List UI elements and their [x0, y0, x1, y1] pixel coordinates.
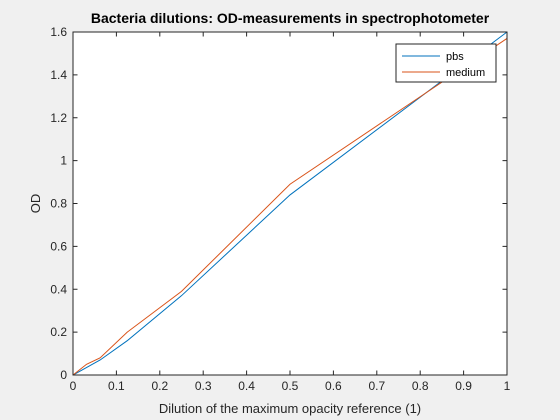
y-axis-label: OD: [28, 194, 43, 214]
y-tick-label: 1: [60, 154, 67, 168]
plot-area: [73, 32, 507, 375]
y-tick-label: 0.6: [50, 239, 67, 253]
x-tick-label: 0.1: [108, 379, 125, 393]
x-tick-label: 0.7: [368, 379, 385, 393]
x-tick-label: 0.4: [238, 379, 255, 393]
chart-title: Bacteria dilutions: OD-measurements in s…: [91, 10, 490, 26]
ticks-layer: 0 0.1 0.2 0.3 0.4 0.5 0.6 0.7 0.8 0.9 1 0 0.2 0.4 0.6 0…: [50, 25, 510, 393]
y-tick-label: 0.2: [50, 325, 67, 339]
x-tick-label: 0.2: [151, 379, 168, 393]
x-tick-label: 0.8: [412, 379, 429, 393]
x-tick-label: 0.3: [195, 379, 212, 393]
x-tick-label: 0.5: [282, 379, 299, 393]
y-tick-label: 1.4: [50, 68, 67, 82]
y-tick-label: 0.4: [50, 282, 67, 296]
series-line-pbs: [72, 31, 508, 376]
x-tick-label: 0: [70, 379, 77, 393]
legend-label-pbs: pbs: [446, 51, 464, 63]
y-tick-label: 0: [60, 368, 67, 382]
y-tick-label: 1.2: [50, 111, 67, 125]
legend: pbs medium: [395, 43, 497, 83]
x-tick-label: 0.9: [455, 379, 472, 393]
x-axis-label: Dilution of the maximum opacity referenc…: [159, 401, 421, 416]
series-line-medium: [72, 38, 508, 376]
legend-label-medium: medium: [446, 67, 485, 79]
y-tick-label: 0.8: [50, 197, 67, 211]
y-tick-label: 1.6: [50, 25, 67, 39]
x-tick-label: 1: [504, 379, 511, 393]
legend-box: [395, 43, 497, 83]
series-layer: [72, 31, 508, 376]
x-tick-label: 0.6: [325, 379, 342, 393]
